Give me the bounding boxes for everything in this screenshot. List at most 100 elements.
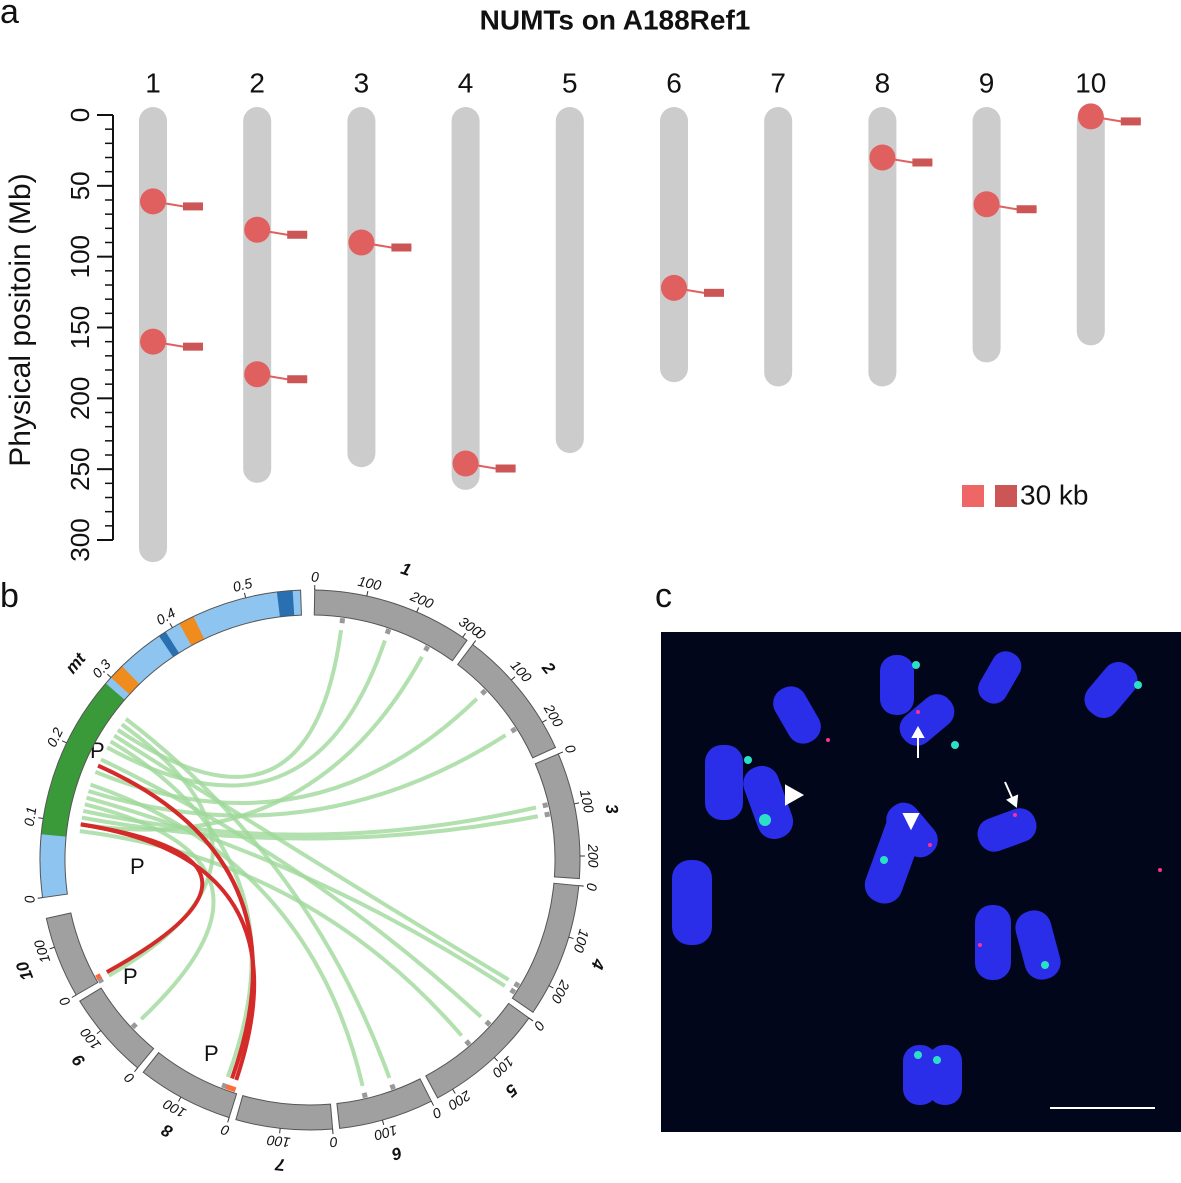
tick-label: 0.2 [43, 725, 66, 750]
numt-marker [348, 230, 374, 256]
panel-label: b [0, 577, 19, 615]
tick-mark [62, 741, 67, 743]
numt-marker [453, 451, 479, 477]
tick-mark [107, 674, 111, 677]
tick-mark [367, 591, 368, 596]
tick-mark [382, 1120, 383, 1125]
link-end [392, 1085, 394, 1090]
tick-mark [463, 633, 466, 637]
y-tick-label: 0 [65, 108, 95, 122]
numt-box [287, 231, 307, 239]
tick-label: 0 [584, 882, 601, 891]
chromosome [764, 107, 792, 387]
numt-marker [140, 329, 166, 355]
tick-mark [178, 1097, 180, 1101]
numt-box [704, 289, 724, 297]
tick-label: 0 [329, 1134, 338, 1151]
x-tick-label: 6 [666, 67, 682, 98]
link-end [223, 1083, 225, 1088]
mt-region [277, 591, 294, 617]
tick-label: 0 [531, 1018, 549, 1034]
tick-label: 200 [548, 977, 574, 1006]
segment-label: 5 [501, 1080, 521, 1101]
numt-marker [244, 361, 270, 387]
x-tick-label: 7 [770, 67, 786, 98]
chart-title: NUMTs on A188Ref1 [480, 4, 751, 35]
link-end [342, 618, 343, 623]
tick-label: 0 [311, 569, 319, 585]
chromosome [973, 107, 1001, 362]
y-tick-label: 150 [65, 306, 95, 349]
segment-label: 2 [538, 658, 560, 678]
link [81, 824, 254, 1080]
numt-box [496, 465, 516, 473]
tick-label: 100 [266, 1132, 291, 1151]
chromosome [556, 107, 584, 453]
legend-label: 30 kb [1020, 479, 1089, 510]
tick-mark [569, 937, 574, 938]
link-end [98, 979, 102, 981]
tick-mark [574, 803, 579, 804]
tick-label: 100 [30, 938, 53, 965]
y-tick-label: 50 [65, 171, 95, 200]
tick-mark [244, 593, 245, 598]
x-tick-label: 3 [354, 67, 370, 98]
link-end [482, 690, 486, 693]
chromosome [660, 107, 688, 382]
segment-label: 9 [68, 1050, 89, 1070]
chromosome [243, 107, 271, 483]
link-end [486, 1022, 490, 1025]
tick-label: 0 [430, 1104, 444, 1122]
tick-mark [134, 1068, 137, 1072]
legend-swatch [962, 485, 984, 507]
chromosome-segment [535, 754, 580, 879]
tick-mark [38, 818, 43, 819]
link-end [364, 1093, 365, 1098]
tick-mark [529, 1018, 533, 1021]
x-tick-label: 10 [1075, 67, 1106, 98]
segment-label: 4 [587, 955, 609, 972]
y-tick-label: 250 [65, 447, 95, 490]
chromosome-segment [46, 913, 97, 995]
segment-label: 6 [389, 1143, 404, 1164]
link-end [387, 629, 389, 634]
annotation: P [130, 854, 145, 879]
y-tick-label: 200 [65, 377, 95, 420]
link-end [515, 983, 519, 986]
tick-mark [453, 1089, 456, 1093]
numt-marker [244, 217, 270, 243]
y-tick-label: 300 [65, 518, 95, 561]
link-end [543, 805, 548, 806]
link-end [466, 1041, 469, 1045]
tick-mark [542, 720, 546, 723]
link-end [511, 729, 515, 732]
x-tick-label: 5 [562, 67, 578, 98]
chromosome-segment [337, 1079, 431, 1128]
x-tick-label: 1 [145, 67, 161, 98]
link-end [511, 990, 515, 993]
tick-mark [417, 607, 419, 612]
tick-label: 100 [570, 927, 592, 954]
segment-label: 7 [273, 1155, 286, 1175]
numt-box [183, 202, 203, 210]
tick-mark [50, 947, 55, 949]
tick-mark [549, 986, 553, 988]
tick-label: 0.1 [21, 806, 40, 828]
link-end [132, 1024, 136, 1027]
tick-mark [280, 1128, 281, 1133]
link-end [545, 814, 550, 815]
tick-mark [97, 1031, 101, 1034]
segment-label: 3 [602, 803, 622, 816]
numt-box [391, 244, 411, 252]
link-end [232, 1087, 234, 1092]
link-end [228, 1085, 230, 1090]
numt-box [1017, 205, 1037, 213]
numt-box [287, 375, 307, 383]
tick-label: 100 [577, 788, 598, 814]
x-tick-label: 2 [249, 67, 265, 98]
numt-marker [1078, 103, 1104, 129]
x-tick-label: 8 [875, 67, 891, 98]
x-tick-label: 4 [458, 67, 474, 98]
tick-mark [494, 1057, 497, 1061]
microscopy-image [661, 632, 1181, 1132]
